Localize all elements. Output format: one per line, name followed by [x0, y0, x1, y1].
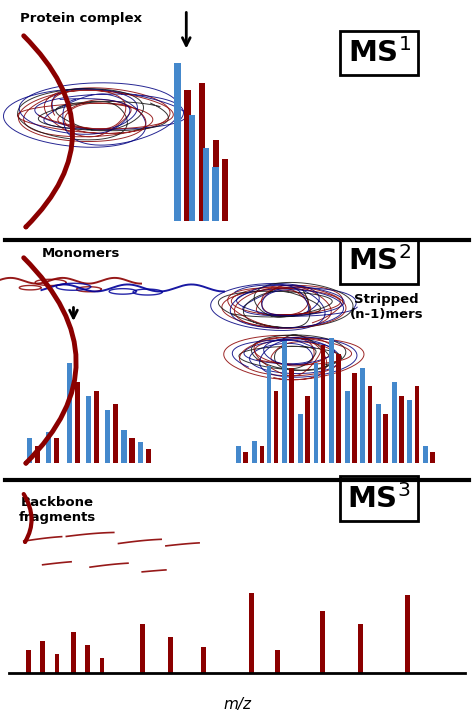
Bar [184, 90, 191, 221]
Bar [289, 368, 294, 463]
Bar [189, 115, 195, 221]
FancyArrowPatch shape [24, 36, 73, 227]
Bar [423, 446, 428, 463]
Bar [86, 396, 91, 463]
Bar [174, 63, 181, 221]
FancyArrowPatch shape [24, 258, 76, 463]
Bar [199, 82, 205, 221]
Bar [140, 624, 145, 674]
Bar [345, 391, 350, 463]
Bar [54, 438, 59, 463]
Bar [75, 382, 80, 463]
Bar [222, 159, 228, 221]
Bar [352, 372, 356, 463]
Bar [298, 415, 303, 463]
Text: MS$^2$: MS$^2$ [347, 246, 411, 276]
Text: MS$^1$: MS$^1$ [347, 38, 411, 68]
Bar [376, 405, 381, 463]
Bar [27, 438, 32, 463]
Text: Protein complex: Protein complex [19, 12, 142, 25]
Bar [46, 432, 51, 463]
Bar [121, 430, 127, 463]
Bar [405, 596, 410, 674]
Bar [168, 637, 173, 674]
Bar [414, 387, 419, 463]
Bar [320, 611, 325, 674]
Bar [305, 396, 310, 463]
Bar [26, 650, 31, 674]
Bar [35, 446, 40, 463]
Bar [320, 344, 325, 463]
Bar [336, 354, 341, 463]
Bar [243, 452, 247, 463]
Bar [213, 140, 219, 221]
Bar [40, 641, 45, 674]
FancyArrowPatch shape [24, 494, 32, 542]
Text: Monomers: Monomers [41, 247, 120, 260]
Bar [430, 452, 435, 463]
Bar [249, 593, 254, 674]
Bar [275, 650, 280, 674]
Bar [71, 632, 76, 674]
Bar [203, 147, 209, 221]
Bar [100, 658, 104, 674]
Bar [273, 391, 278, 463]
Bar [105, 410, 110, 463]
Bar [266, 366, 271, 463]
Text: Backbone
fragments: Backbone fragments [18, 496, 95, 524]
Bar [252, 440, 257, 463]
Text: m/z: m/z [223, 697, 251, 712]
Bar [407, 400, 412, 463]
Bar [113, 405, 118, 463]
Bar [201, 647, 206, 674]
Bar [399, 396, 403, 463]
Bar [67, 363, 72, 463]
Bar [383, 415, 388, 463]
Bar [94, 391, 99, 463]
Bar [146, 449, 151, 463]
Bar [360, 368, 365, 463]
Bar [212, 167, 219, 221]
Bar [259, 446, 264, 463]
Text: MS$^3$: MS$^3$ [347, 484, 411, 513]
Bar [55, 654, 59, 674]
Bar [236, 446, 241, 463]
Bar [314, 363, 319, 463]
Bar [138, 442, 143, 463]
Bar [368, 387, 373, 463]
Bar [392, 382, 396, 463]
Bar [329, 338, 334, 463]
Text: Stripped
(n-1)mers: Stripped (n-1)mers [349, 293, 423, 321]
Bar [85, 645, 90, 674]
Bar [358, 624, 363, 674]
Bar [282, 341, 287, 463]
Bar [129, 438, 135, 463]
